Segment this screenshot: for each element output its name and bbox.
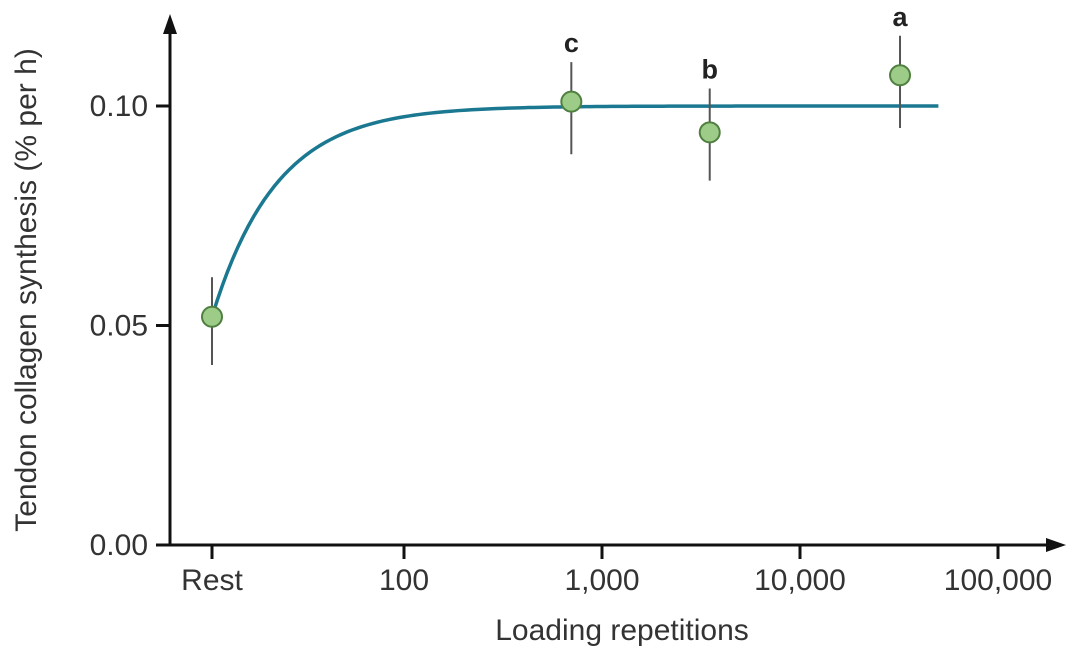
- x-ticks: Rest 100 1,000 10,000 100,000: [181, 545, 1052, 597]
- data-point-group: c: [560, 28, 583, 155]
- fit-curve: [210, 104, 939, 318]
- data-point-group: a: [889, 2, 912, 128]
- data-point: [201, 305, 223, 328]
- point-annotation: b: [701, 54, 718, 84]
- axes: [163, 14, 1066, 552]
- data-point-group: b: [698, 54, 721, 181]
- x-tick-label: 100: [379, 564, 429, 597]
- x-axis-arrow: [1046, 538, 1066, 552]
- y-tick-label: 0.10: [90, 90, 148, 123]
- data-point: [889, 64, 912, 87]
- x-tick-label: 10,000: [754, 564, 846, 597]
- y-axis-title: Tendon collagen synthesis (% per h): [10, 48, 43, 532]
- data-point-group: [201, 277, 223, 366]
- y-axis-arrow: [163, 14, 177, 34]
- y-tick-label: 0.05: [90, 310, 148, 343]
- data-point: [560, 90, 583, 113]
- data-points: c b a: [201, 2, 912, 366]
- x-tick-label: 100,000: [944, 564, 1052, 597]
- point-annotation: a: [893, 2, 909, 32]
- x-tick-label: Rest: [181, 564, 243, 597]
- x-axis-title: Loading repetitions: [495, 614, 749, 647]
- y-ticks: 0.00 0.05 0.10: [90, 90, 170, 562]
- x-tick-label: 1,000: [564, 564, 639, 597]
- point-annotation: c: [564, 28, 579, 58]
- data-point: [698, 121, 721, 144]
- y-tick-label: 0.00: [90, 529, 148, 562]
